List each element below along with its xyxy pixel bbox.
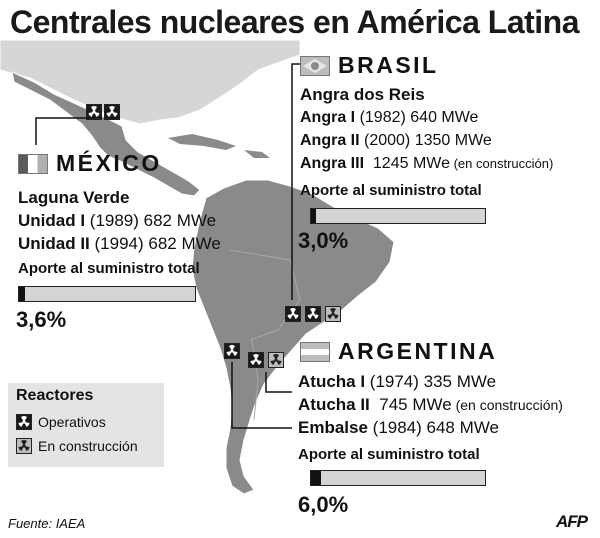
page-title: Centrales nucleares en América Latina (10, 4, 580, 40)
brasil-site: Angra dos Reis (300, 85, 425, 104)
brasil-aporte-label: Aporte al suministro total (300, 182, 482, 199)
atucha-reactor-construccion-icon (268, 352, 284, 368)
argentina-heading: ARGENTINA (338, 338, 498, 364)
atucha-callout-line (265, 372, 292, 393)
legend: Reactores Operativos En construcción (8, 383, 164, 467)
mexico-aporte-label: Aporte al suministro total (18, 260, 200, 277)
mexico-heading: MÉXICO (56, 150, 162, 176)
mexico-unit-row: Unidad II (1994) 682 MWe (18, 234, 221, 253)
north-america-landmass (0, 39, 301, 125)
mexico-site: Laguna Verde (18, 188, 130, 207)
brasil-flag-icon (300, 56, 330, 76)
embalse-reactor-operativo-icon (224, 343, 240, 359)
brasil-reactor-operativo-icon (285, 306, 301, 322)
mexico-aporte-fill (19, 287, 26, 301)
argentina-aporte-value: 6,0% (298, 492, 349, 517)
caribbean-islands (168, 134, 236, 150)
legend-operativo-icon (16, 414, 32, 430)
brasil-unit-row: Angra II (2000) 1350 MWe (300, 132, 492, 149)
brasil-aporte-bar (310, 208, 486, 224)
legend-title: Reactores (16, 387, 94, 404)
agency-logo: AFP (556, 512, 588, 531)
argentina-aporte-fill (311, 471, 322, 485)
brasil-reactor-construccion-icon (325, 306, 341, 322)
legend-operativos-label: Operativos (38, 414, 106, 430)
source-credit: Fuente: IAEA (8, 516, 86, 531)
argentina-unit-row: Atucha II 745 MWe (en construcción) (298, 395, 563, 414)
mexico-unit-row: Unidad I (1989) 682 MWe (18, 211, 217, 230)
argentina-aporte-bar (310, 470, 486, 486)
mexico-callout-line (35, 117, 88, 145)
atucha-reactor-operativo-icon (248, 352, 264, 368)
legend-construccion-label: En construcción (38, 438, 138, 454)
argentina-flag-icon (300, 342, 330, 362)
brasil-unit-row: Angra I (1982) 640 MWe (300, 109, 479, 126)
argentina-aporte-label: Aporte al suministro total (298, 446, 480, 463)
mexico-aporte-value: 3,6% (16, 307, 67, 332)
brasil-unit-row: Angra III 1245 MWe (en construcción) (300, 155, 554, 172)
brasil-reactor-operativo-icon (305, 306, 321, 322)
brasil-aporte-value: 3,0% (298, 228, 349, 253)
embalse-callout-line (231, 362, 292, 429)
brasil-callout-line (291, 63, 300, 300)
brasil-aporte-fill (311, 209, 317, 223)
brasil-heading: BRASIL (338, 52, 439, 78)
argentina-unit-row: Atucha I (1974) 335 MWe (298, 372, 497, 391)
mexico-reactor-operativo-icon (104, 104, 120, 120)
mexico-reactor-operativo-icon (86, 104, 102, 120)
legend-construccion-icon (16, 438, 32, 454)
mexico-flag-icon (18, 154, 48, 174)
mexico-aporte-bar (18, 286, 196, 302)
argentina-unit-row: Embalse (1984) 648 MWe (298, 418, 499, 437)
